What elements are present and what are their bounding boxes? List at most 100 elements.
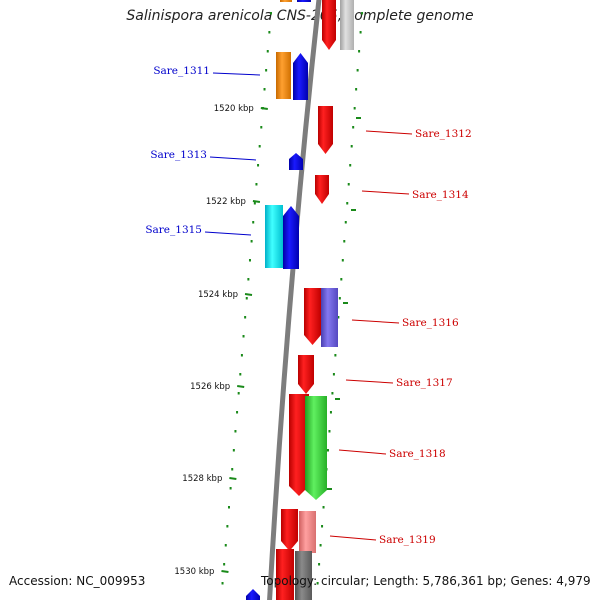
gc-dot <box>261 107 264 110</box>
gc-dot <box>319 544 322 547</box>
gc-dot <box>223 563 226 566</box>
gene-arrow <box>276 52 291 99</box>
gc-dot <box>239 373 242 376</box>
gc-dot <box>347 183 350 186</box>
gene-arrow <box>340 0 354 50</box>
gc-dot <box>237 392 240 395</box>
gene-arrow <box>318 106 333 154</box>
gc-dot <box>224 544 227 547</box>
gc-dot <box>358 50 361 53</box>
gc-dot <box>331 392 334 395</box>
gene-arrow <box>315 175 329 204</box>
gc-dot <box>329 411 332 414</box>
gc-dot <box>252 221 255 224</box>
gene-label-leaders <box>204 72 413 541</box>
genome-backbone <box>267 0 322 600</box>
gc-dot <box>229 487 232 490</box>
kbp-tick <box>237 385 245 388</box>
gene-label[interactable]: Sare_1312 <box>415 128 472 140</box>
gc-dot <box>318 563 321 566</box>
kbp-tick-marks <box>221 107 268 573</box>
gene-label-leader <box>212 72 261 76</box>
gene-label-leader <box>209 156 257 161</box>
gene-label[interactable]: Sare_1314 <box>412 189 469 201</box>
gc-dot <box>253 202 256 205</box>
kbp-tick <box>221 570 229 573</box>
gc-dot <box>247 278 250 281</box>
gene-arrow <box>289 394 309 496</box>
gc-dot <box>263 88 266 91</box>
gene-arrow <box>246 589 260 600</box>
gene-arrow <box>304 288 321 345</box>
kbp-tick <box>260 107 268 110</box>
gc-dot <box>248 259 251 262</box>
gene-label-leader <box>345 379 394 384</box>
kbp-tick <box>229 477 237 480</box>
gc-dot <box>322 506 325 509</box>
gc-dot <box>244 316 247 319</box>
gene-label[interactable]: Sare_1318 <box>389 448 446 460</box>
topology-text: Topology: circular; Length: 5,786,361 bp… <box>261 574 591 588</box>
gc-dash <box>356 117 361 119</box>
kbp-label: 1528 kbp <box>182 474 222 484</box>
gene-label[interactable]: Sare_1315 <box>145 224 202 236</box>
gc-dot <box>231 468 234 471</box>
accession-text: Accession: NC_009953 <box>9 574 146 588</box>
gene-arrow <box>283 206 299 269</box>
kbp-label: 1526 kbp <box>190 382 230 392</box>
gene-label[interactable]: Sare_1317 <box>396 377 453 389</box>
gc-dot <box>359 31 362 34</box>
gc-dot <box>232 449 235 452</box>
gene-features <box>246 0 354 600</box>
kbp-tick <box>244 293 253 296</box>
gene-label-leader <box>204 231 252 236</box>
gc-dot <box>221 582 224 585</box>
gene-label[interactable]: Sare_1311 <box>153 65 210 77</box>
gene-arrow <box>276 549 294 600</box>
gc-dot <box>250 240 253 243</box>
gc-dot <box>343 240 346 243</box>
gene-label[interactable]: Sare_1319 <box>379 534 436 546</box>
gc-dash <box>343 302 348 304</box>
gc-dot <box>240 354 243 357</box>
gc-dot <box>245 297 248 300</box>
gene-label-leader <box>365 130 413 135</box>
gc-dot <box>266 50 269 53</box>
gc-dot <box>356 69 359 72</box>
kbp-tick <box>252 200 261 203</box>
gene-labels: Sare_1311 Sare_1312 Sare_1313 Sare_1314 Sare… <box>145 65 471 546</box>
gene-label[interactable]: Sare_1316 <box>402 317 459 329</box>
gene-arrow <box>305 396 327 500</box>
gene-arrow <box>289 153 303 170</box>
gene-arrow <box>265 205 283 268</box>
gc-dot <box>344 221 347 224</box>
gene-label-leader <box>338 449 387 455</box>
gene-label-leader <box>361 190 410 195</box>
kbp-label: 1524 kbp <box>198 290 238 300</box>
gene-label-leader <box>351 319 400 324</box>
gene-label[interactable]: Sare_1313 <box>150 149 207 161</box>
gene-arrow <box>295 551 312 600</box>
gene-arrow <box>299 511 316 553</box>
gc-dot <box>257 164 260 167</box>
gc-dot <box>260 126 263 129</box>
gc-dot <box>361 12 364 15</box>
gene-arrow <box>280 0 292 2</box>
gc-dot <box>227 506 230 509</box>
gc-dot <box>258 145 261 148</box>
gc-dot <box>316 582 319 585</box>
gc-dot <box>353 107 356 110</box>
gc-dot <box>321 525 324 528</box>
gc-dot <box>268 31 271 34</box>
gc-dash <box>351 209 356 211</box>
gc-dot <box>236 411 239 414</box>
gc-dot <box>341 259 344 262</box>
map-title: Salinispora arenicola CNS-205, complete … <box>126 8 474 24</box>
kbp-label: 1522 kbp <box>206 197 246 207</box>
gc-dot <box>340 278 343 281</box>
gc-dot <box>332 373 335 376</box>
kbp-scale-labels: 1520 kbp 1522 kbp 1524 kbp 1526 kbp 1528 kbp… <box>174 104 253 577</box>
gc-dot-track <box>221 12 364 585</box>
gene-label-leader <box>329 535 377 541</box>
